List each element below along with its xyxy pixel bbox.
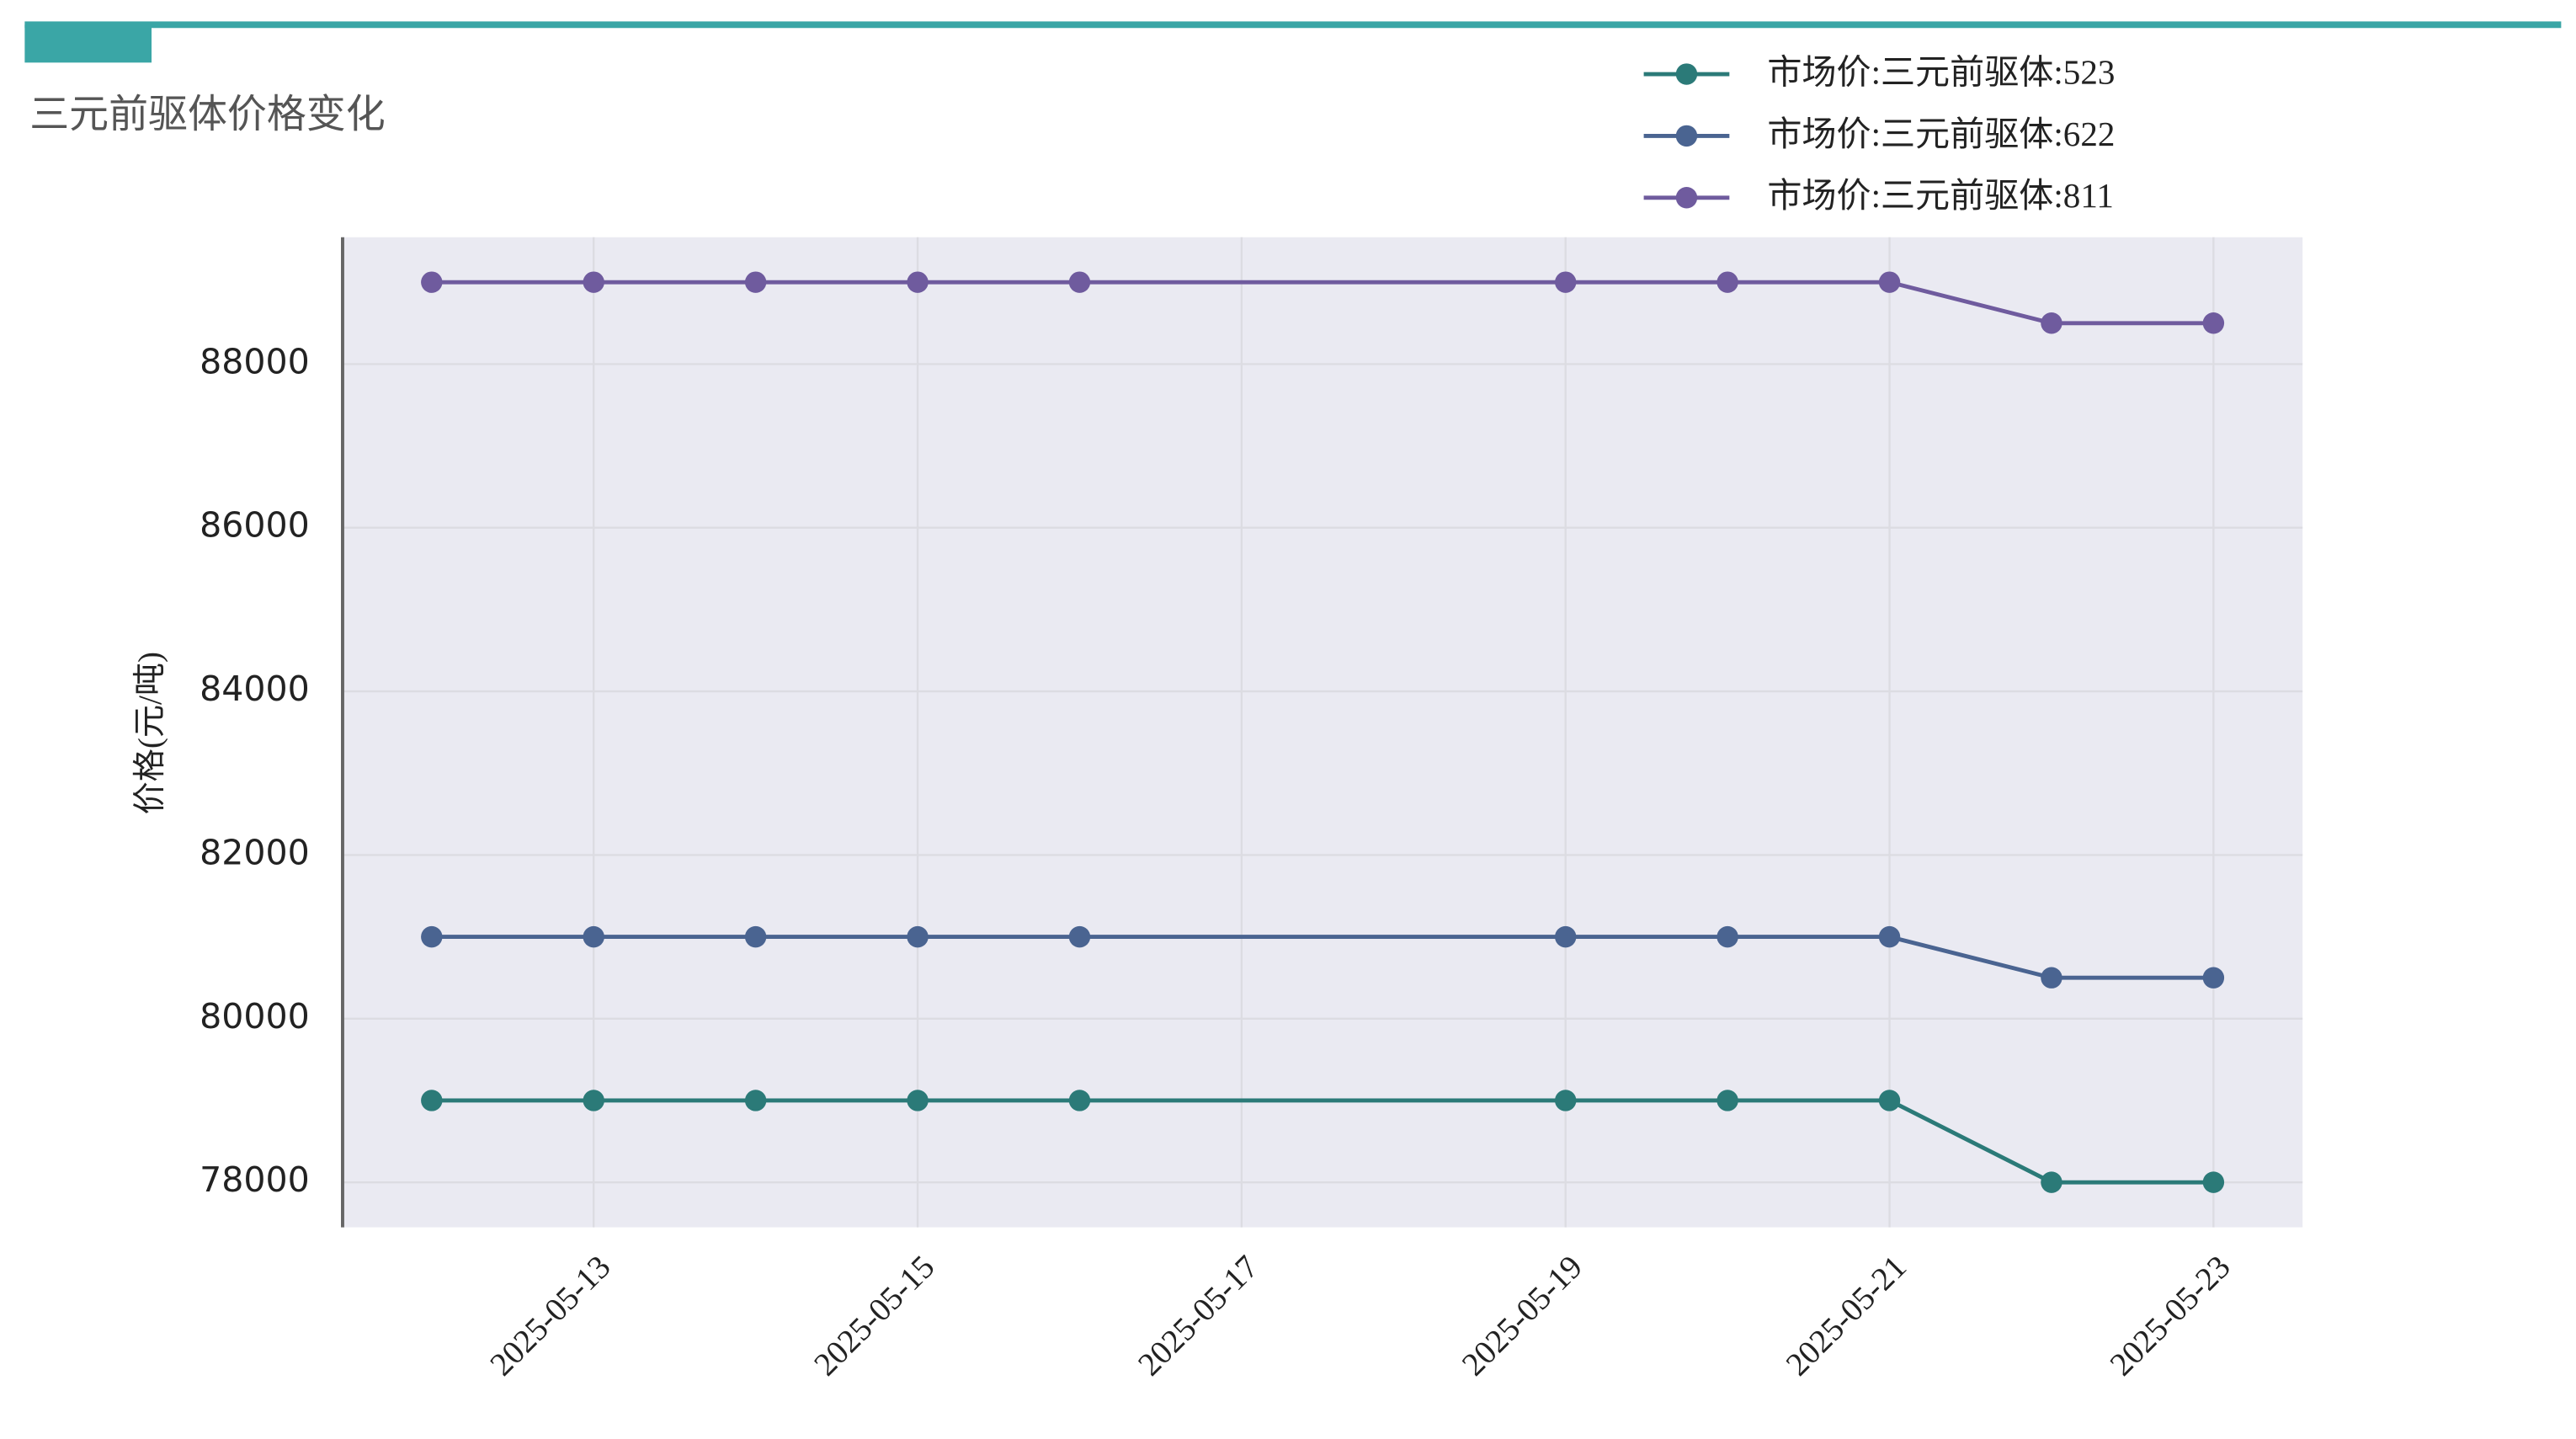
legend-label: 市场价:三元前驱体:622 [1767,115,2115,153]
data-point [1716,271,1738,293]
data-point [907,271,929,293]
legend-marker [1675,187,1698,209]
y-tick-label: 82000 [200,832,310,872]
series-line [431,280,2214,326]
y-tick-label: 84000 [200,669,310,709]
data-point [1554,271,1577,293]
chart-title: 三元前驱体价格变化 [29,93,385,137]
data-point [2041,967,2062,989]
data-point [2202,1171,2225,1193]
header-line [24,21,2562,29]
data-point [1716,925,1738,948]
data-point [1878,925,1901,948]
data-point [421,925,443,948]
y-tick-label: 88000 [200,341,310,381]
y-tick-label: 86000 [200,505,310,546]
data-point [1068,271,1091,293]
legend-marker [1675,125,1698,147]
data-point [1068,925,1091,948]
legend-label: 市场价:三元前驱体:523 [1767,52,2115,91]
data-point [744,271,767,293]
data-point [1716,1090,1738,1111]
data-point [907,925,929,948]
y-axis-label: 价格(元/吨) [132,652,168,814]
data-point [583,271,604,293]
data-point [1878,271,1901,293]
legend-marker [1675,63,1698,85]
data-point [1068,1090,1091,1111]
data-point [2041,1171,2062,1193]
plot-area [342,237,2303,1228]
data-point [1878,1090,1901,1111]
data-point [744,1090,767,1111]
data-point [421,271,443,293]
legend-label: 市场价:三元前驱体:811 [1767,176,2114,215]
data-point [421,1090,443,1111]
header-block [24,24,152,63]
data-point [583,925,604,948]
y-tick-label: 78000 [200,1159,310,1200]
series-line [431,935,2214,980]
data-point [583,1090,604,1111]
data-point [1554,1090,1577,1111]
y-tick-label: 80000 [200,996,310,1037]
data-point [2202,967,2225,989]
series-line [431,1098,2214,1185]
data-point [907,1090,929,1111]
data-point [2202,312,2225,334]
data-point [1554,925,1577,948]
data-point [2041,312,2062,334]
data-point [744,925,767,948]
